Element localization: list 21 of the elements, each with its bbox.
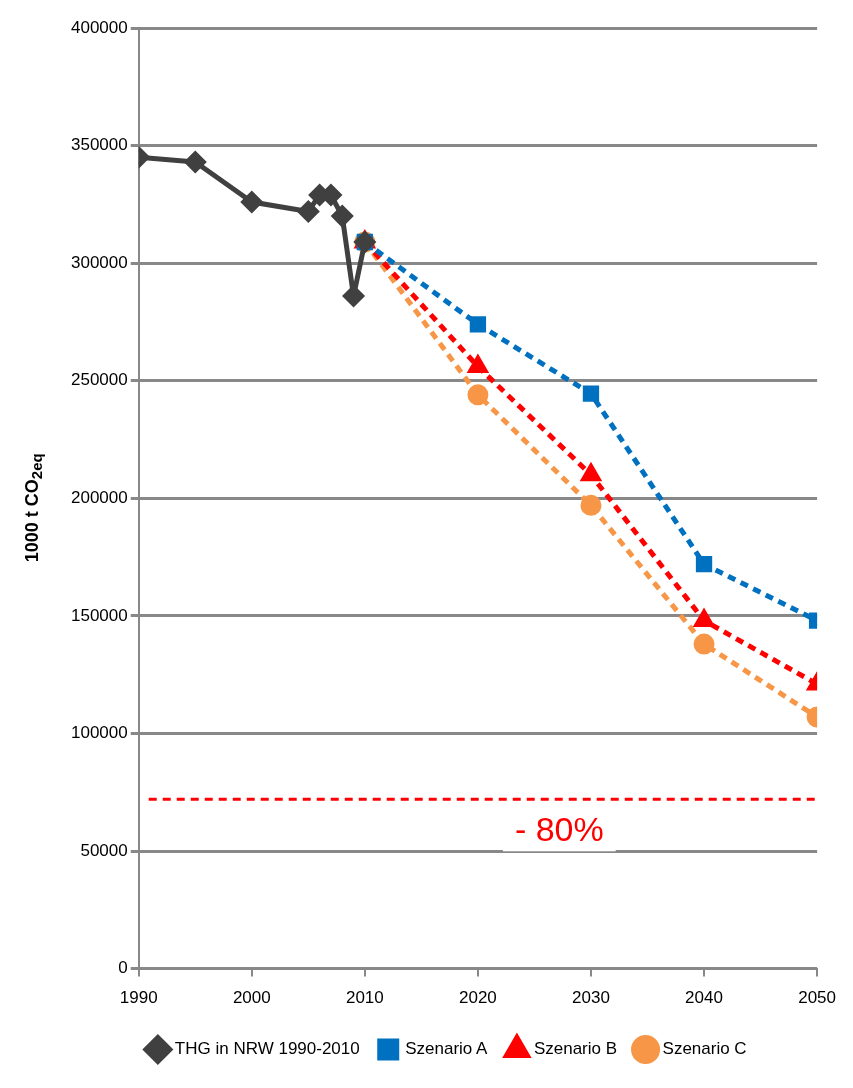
x-tick-label: 2050 [798,988,836,1008]
legend-label: Szenario B [533,1039,618,1059]
x-tick-label: 1990 [119,988,158,1008]
legend-label: THG in NRW 1990-2010 [174,1039,360,1059]
y-tick-label: 50000 [80,840,128,860]
x-tick-label: 2020 [459,988,497,1008]
y-tick-label: 150000 [70,605,128,625]
y-tick-label: 400000 [70,17,128,37]
annotation: - 80% [514,810,604,849]
y-tick-label: 300000 [70,252,128,272]
legend-label: Szenario A [405,1039,489,1059]
legend-label: Szenario C [662,1039,747,1059]
x-tick-label: 2040 [685,988,723,1008]
y-tick-label: 250000 [70,370,128,390]
y-tick-label: 100000 [70,723,128,743]
y-tick-label: 200000 [70,487,128,507]
y-tick-label: 350000 [70,135,128,155]
x-tick-label: 2010 [345,988,384,1008]
y-tick-label: 0 [118,958,128,978]
x-tick-label: 2000 [232,988,271,1008]
x-tick-label: 2030 [572,988,610,1008]
